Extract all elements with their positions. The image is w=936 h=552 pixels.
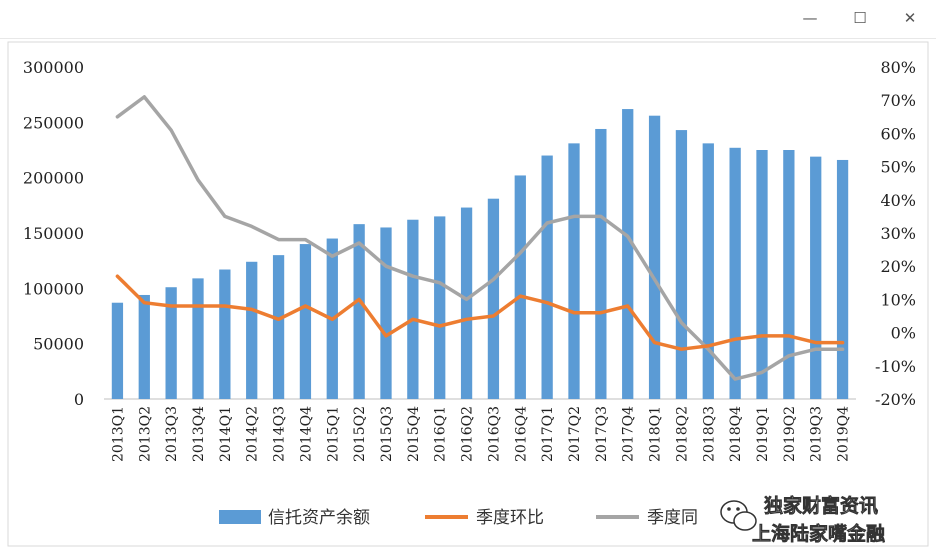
bar (729, 147, 741, 399)
x-tick-label: 2018Q4 (728, 406, 744, 462)
right-tick-label: 80% (880, 58, 916, 77)
right-tick-label: 40% (880, 191, 916, 210)
left-tick-label: 200000 (23, 169, 84, 188)
x-tick-label: 2016Q3 (486, 406, 502, 462)
x-tick-label: 2015Q4 (406, 406, 422, 462)
bar (192, 278, 204, 399)
bar (783, 150, 795, 399)
x-tick-label: 2013Q4 (191, 406, 207, 462)
bar (246, 261, 258, 399)
watermark-line2: 上海陆家嘴金融 (752, 522, 885, 545)
x-tick-label: 2019Q3 (809, 406, 825, 462)
bar (434, 216, 446, 399)
right-tick-label: 0% (891, 324, 916, 343)
right-tick-label: 50% (880, 158, 916, 177)
left-tick-label: 300000 (23, 58, 84, 77)
x-tick-label: 2016Q4 (513, 406, 529, 462)
bar (165, 287, 177, 399)
bar (622, 109, 634, 399)
x-tick-label: 2017Q4 (621, 406, 637, 462)
bar (299, 244, 312, 399)
right-tick-label: 30% (880, 224, 916, 243)
x-tick-label: 2019Q1 (755, 406, 771, 462)
x-tick-label: 2014Q1 (218, 406, 234, 462)
bar (595, 128, 607, 399)
legend-label: 季度同 (647, 508, 698, 528)
line-series (115, 95, 845, 381)
right-tick-label: -10% (875, 357, 916, 376)
bar (702, 143, 714, 399)
right-tick-label: 10% (880, 290, 916, 309)
bar (219, 269, 231, 399)
bar (111, 302, 124, 399)
x-tick-label: 2017Q2 (567, 406, 583, 462)
series-line (115, 95, 845, 381)
x-tick-label: 2015Q1 (325, 406, 341, 462)
left-tick-label: 50000 (33, 335, 84, 354)
bar (487, 198, 500, 399)
right-axis-ticks: -20% -10% 0% 10% 20% 30% 40% 50% 60% 70% 80% (875, 58, 916, 409)
bar (407, 219, 419, 399)
x-tick-label: 2018Q2 (674, 406, 690, 462)
x-tick-label: 2016Q2 (460, 406, 476, 462)
x-tick-label: 2013Q1 (110, 406, 126, 462)
legend: 信托资产余额 季度环比 季度同 (219, 508, 698, 528)
x-tick-label: 2015Q2 (352, 406, 368, 462)
wechat-icon (720, 500, 757, 531)
watermark: 独家财富资讯 上海陆家嘴金融 (720, 494, 885, 545)
left-tick-label: 100000 (23, 279, 84, 298)
minimize-button[interactable]: — (796, 6, 824, 30)
right-tick-label: 60% (880, 124, 916, 143)
x-tick-label: 2013Q2 (137, 406, 153, 462)
x-axis-ticks: 2013Q1 2013Q2 2013Q3 2013Q4 2014Q1 2014Q2 2014… (110, 406, 851, 462)
minimize-icon: — (802, 9, 818, 27)
maximize-button[interactable]: ☐ (846, 6, 874, 30)
x-tick-label: 2013Q3 (164, 406, 180, 462)
maximize-icon: ☐ (853, 9, 867, 27)
x-tick-label: 2019Q2 (782, 406, 798, 462)
close-icon: ✕ (903, 9, 917, 27)
close-button[interactable]: ✕ (896, 6, 924, 30)
bar (756, 150, 768, 399)
x-tick-label: 2018Q1 (648, 406, 664, 462)
left-tick-label: 250000 (23, 113, 84, 132)
bar (460, 207, 473, 399)
x-tick-label: 2014Q3 (272, 406, 288, 462)
bar (541, 155, 553, 399)
bar (810, 156, 822, 399)
watermark-line1: 独家财富资讯 (764, 494, 878, 517)
legend-label: 季度环比 (476, 508, 544, 528)
bar (272, 255, 285, 399)
x-tick-label: 2016Q1 (433, 406, 449, 462)
x-tick-label: 2019Q4 (836, 406, 852, 462)
bar (353, 224, 365, 399)
bar (568, 143, 580, 399)
x-tick-label: 2017Q3 (594, 406, 610, 462)
left-axis-ticks: 0 50000 100000 150000 200000 250000 300000 (23, 58, 84, 409)
bar (138, 294, 150, 399)
x-tick-label: 2015Q3 (379, 406, 395, 462)
left-tick-label: 0 (74, 390, 84, 409)
right-tick-label: 70% (880, 91, 916, 110)
x-tick-label: 2014Q2 (245, 406, 261, 462)
left-tick-label: 150000 (23, 224, 84, 243)
bar (836, 159, 849, 399)
legend-swatch (219, 510, 261, 524)
series-line (115, 274, 845, 351)
x-tick-label: 2017Q1 (540, 406, 556, 462)
bar (380, 227, 392, 399)
x-tick-label: 2018Q3 (701, 406, 717, 462)
window-titlebar: — ☐ ✕ (0, 0, 936, 39)
bar (514, 175, 526, 399)
legend-label: 信托资产余额 (268, 508, 370, 528)
right-tick-label: -20% (875, 390, 916, 409)
bar (648, 115, 661, 400)
bar (675, 130, 688, 399)
x-tick-label: 2014Q4 (298, 406, 314, 462)
right-tick-label: 20% (880, 257, 916, 276)
